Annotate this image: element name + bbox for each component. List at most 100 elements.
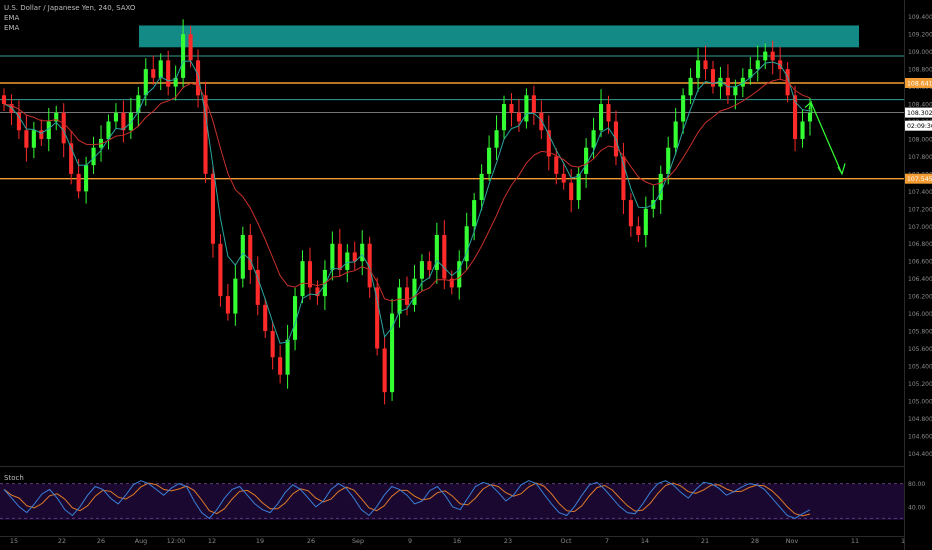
candle[interactable] — [188, 34, 193, 61]
stoch-d-line[interactable] — [3, 482, 811, 517]
candle[interactable] — [195, 60, 201, 96]
candle[interactable] — [9, 104, 14, 113]
candle[interactable] — [31, 130, 36, 148]
candle[interactable] — [106, 121, 111, 139]
candle[interactable] — [255, 269, 260, 305]
candle[interactable] — [464, 226, 469, 262]
candle[interactable] — [16, 112, 21, 131]
candle[interactable] — [404, 287, 410, 305]
candle[interactable] — [621, 156, 626, 201]
candle[interactable] — [397, 287, 402, 314]
candle[interactable] — [315, 287, 320, 297]
candle[interactable] — [143, 69, 148, 96]
candle[interactable] — [330, 243, 335, 270]
candle[interactable] — [360, 243, 365, 262]
candle[interactable] — [793, 95, 798, 139]
candle[interactable] — [539, 112, 544, 131]
candle[interactable] — [457, 261, 462, 288]
candle[interactable] — [173, 77, 178, 87]
candle[interactable] — [606, 104, 611, 122]
candle[interactable] — [718, 77, 723, 87]
candle[interactable] — [278, 357, 283, 375]
candle[interactable] — [46, 121, 51, 139]
candle[interactable] — [113, 112, 118, 122]
candle[interactable] — [203, 95, 208, 174]
candle[interactable] — [307, 261, 313, 288]
ema-fast-line[interactable] — [3, 60, 811, 344]
stoch-label[interactable]: Stoch — [4, 474, 24, 482]
candle[interactable] — [151, 69, 156, 78]
candle[interactable] — [807, 112, 813, 122]
indicator-ema-slow[interactable]: EMA — [4, 24, 20, 32]
candle[interactable] — [76, 173, 81, 192]
candle[interactable] — [218, 243, 223, 297]
candle[interactable] — [681, 95, 686, 122]
candle[interactable] — [673, 121, 678, 148]
candle[interactable] — [516, 112, 521, 122]
candle[interactable] — [703, 60, 708, 70]
candle[interactable] — [688, 77, 693, 96]
candle[interactable] — [345, 252, 350, 270]
candle[interactable] — [636, 226, 641, 235]
candle[interactable] — [263, 304, 268, 332]
candle[interactable] — [763, 51, 768, 61]
candle[interactable] — [479, 173, 484, 201]
candle[interactable] — [248, 235, 253, 270]
candle[interactable] — [61, 112, 66, 144]
candle[interactable] — [531, 95, 536, 113]
candle[interactable] — [591, 130, 596, 148]
candle[interactable] — [128, 112, 133, 131]
candle[interactable] — [375, 287, 380, 349]
candle[interactable] — [337, 243, 342, 270]
candle[interactable] — [546, 130, 551, 157]
candle[interactable] — [121, 112, 126, 131]
candle[interactable] — [69, 143, 74, 174]
candle[interactable] — [54, 112, 59, 122]
candle[interactable] — [554, 156, 559, 174]
candle[interactable] — [487, 147, 492, 174]
candle[interactable] — [352, 252, 357, 262]
candle[interactable] — [91, 147, 96, 166]
candle[interactable] — [449, 278, 454, 288]
candle[interactable] — [710, 69, 716, 87]
candle[interactable] — [240, 235, 245, 279]
candle[interactable] — [434, 235, 439, 270]
stoch-k-line[interactable] — [3, 480, 811, 520]
candle[interactable] — [225, 296, 230, 314]
candle[interactable] — [755, 60, 760, 70]
candle[interactable] — [770, 51, 775, 61]
candle[interactable] — [270, 331, 275, 358]
candle[interactable] — [39, 130, 44, 139]
candle[interactable] — [494, 130, 499, 148]
candle[interactable] — [419, 261, 424, 279]
candle[interactable] — [382, 348, 387, 393]
candle[interactable] — [300, 261, 305, 297]
candle[interactable] — [24, 130, 29, 148]
ema-slow-line[interactable] — [3, 78, 811, 302]
projection-arrow[interactable] — [810, 102, 843, 175]
candle[interactable] — [501, 104, 507, 131]
candle[interactable] — [293, 296, 298, 340]
candle[interactable] — [740, 77, 745, 87]
candle[interactable] — [658, 173, 663, 201]
candle[interactable] — [84, 165, 89, 192]
indicator-ema-fast[interactable]: EMA — [4, 14, 20, 22]
candle[interactable] — [643, 208, 648, 235]
candle[interactable] — [524, 95, 529, 122]
candle[interactable] — [181, 34, 186, 78]
candle[interactable] — [442, 235, 447, 279]
candle[interactable] — [800, 121, 805, 139]
candle[interactable] — [412, 278, 417, 305]
candle[interactable] — [666, 147, 671, 174]
candle[interactable] — [509, 104, 514, 113]
candle[interactable] — [136, 95, 141, 113]
candle[interactable] — [166, 60, 171, 87]
candle[interactable] — [598, 104, 604, 131]
candle[interactable] — [367, 243, 372, 288]
candle[interactable] — [628, 200, 633, 227]
candle[interactable] — [390, 313, 395, 393]
candle[interactable] — [210, 173, 216, 244]
candle[interactable] — [472, 200, 477, 227]
candle[interactable] — [733, 86, 738, 96]
